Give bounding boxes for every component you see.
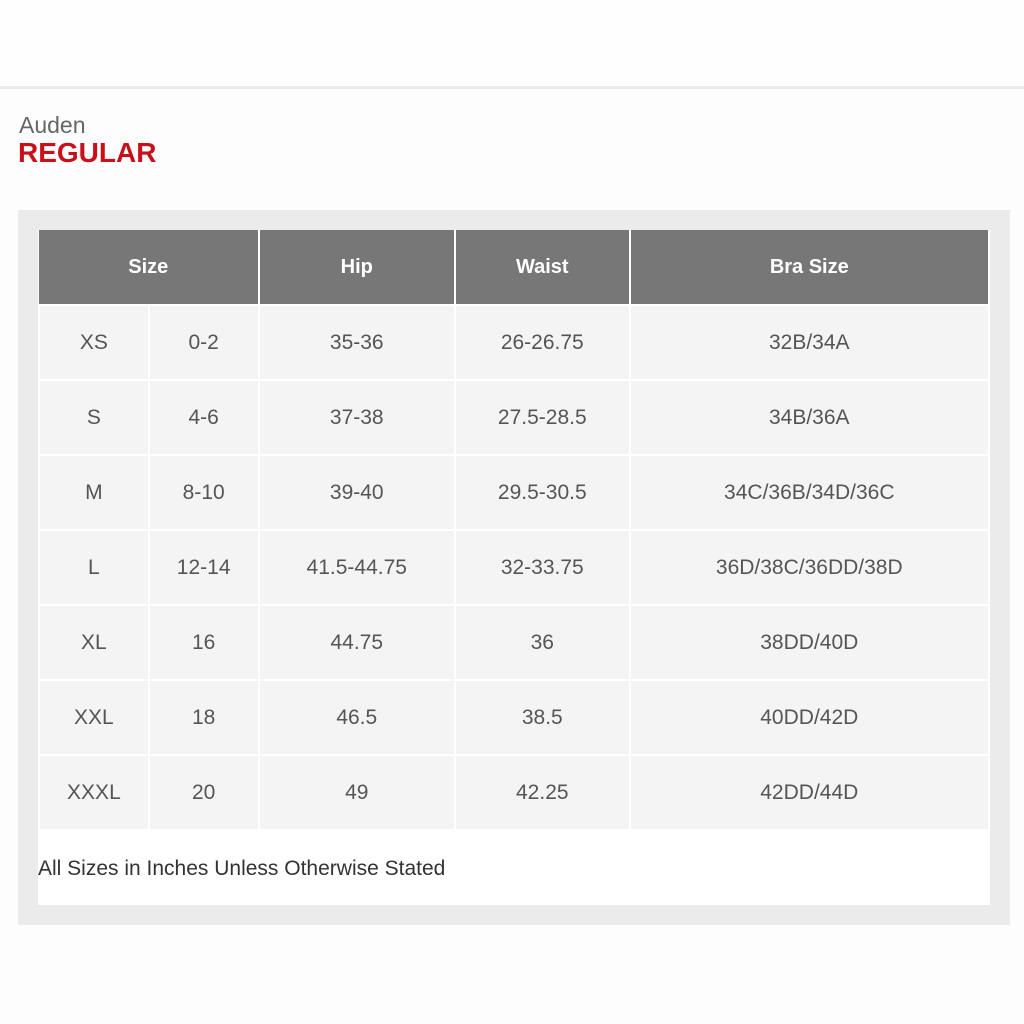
- cell-bra-size: 42DD/44D: [628, 754, 991, 831]
- cell-hip: 37-38: [257, 379, 457, 456]
- cell-hip: 49: [257, 754, 457, 831]
- cell-size-label: S: [38, 379, 150, 456]
- cell-size-number: 4-6: [147, 379, 260, 456]
- cell-waist: 26-26.75: [454, 304, 631, 381]
- table-row: M 8-10 39-40 29.5-30.5 34C/36B/34D/36C: [38, 454, 991, 531]
- header-hip: Hip: [258, 230, 457, 306]
- cell-size-label: XL: [38, 604, 150, 681]
- cell-hip: 44.75: [257, 604, 457, 681]
- cell-size-label: XS: [38, 304, 150, 381]
- cell-hip: 41.5-44.75: [257, 529, 457, 606]
- fit-name: REGULAR: [18, 137, 157, 168]
- size-table: Size Hip Waist Bra Size XS 0-2 35-36 26-26.…: [38, 230, 991, 831]
- cell-size-number: 16: [147, 604, 260, 681]
- table-row: XXXL 20 49 42.25 42DD/44D: [38, 754, 991, 831]
- brand-name: Auden: [19, 112, 86, 138]
- table-row: XS 0-2 35-36 26-26.75 32B/34A: [38, 304, 991, 381]
- cell-waist: 36: [454, 604, 631, 681]
- cell-waist: 38.5: [454, 679, 631, 756]
- size-chart: Size Hip Waist Bra Size XS 0-2 35-36 26-26.…: [38, 230, 991, 905]
- cell-bra-size: 34C/36B/34D/36C: [628, 454, 991, 531]
- header-row: Size Hip Waist Bra Size: [39, 230, 991, 306]
- cell-bra-size: 34B/36A: [628, 379, 991, 456]
- header-size: Size: [39, 230, 260, 306]
- cell-size-number: 20: [147, 754, 260, 831]
- cell-size-number: 8-10: [147, 454, 260, 531]
- table-row: L 12-14 41.5-44.75 32-33.75 36D/38C/36DD/38D: [38, 529, 991, 606]
- cell-hip: 35-36: [257, 304, 457, 381]
- cell-waist: 27.5-28.5: [454, 379, 631, 456]
- cell-size-number: 12-14: [147, 529, 260, 606]
- size-chart-panel: Size Hip Waist Bra Size XS 0-2 35-36 26-26.…: [18, 210, 1010, 925]
- cell-size-label: XXXL: [38, 754, 150, 831]
- cell-size-label: XXL: [38, 679, 150, 756]
- top-bar: [0, 0, 1024, 89]
- header-bra-size: Bra Size: [629, 230, 991, 306]
- table-row: XXL 18 46.5 38.5 40DD/42D: [38, 679, 991, 756]
- table-row: S 4-6 37-38 27.5-28.5 34B/36A: [38, 379, 991, 456]
- cell-bra-size: 38DD/40D: [628, 604, 991, 681]
- cell-size-number: 0-2: [147, 304, 260, 381]
- cell-hip: 46.5: [257, 679, 457, 756]
- cell-waist: 32-33.75: [454, 529, 631, 606]
- cell-size-label: M: [38, 454, 150, 531]
- cell-bra-size: 32B/34A: [628, 304, 991, 381]
- table-row: XL 16 44.75 36 38DD/40D: [38, 604, 991, 681]
- cell-bra-size: 40DD/42D: [628, 679, 991, 756]
- cell-waist: 29.5-30.5: [454, 454, 631, 531]
- cell-hip: 39-40: [257, 454, 457, 531]
- cell-size-label: L: [38, 529, 150, 606]
- cell-size-number: 18: [147, 679, 260, 756]
- header-waist: Waist: [455, 230, 631, 306]
- cell-waist: 42.25: [454, 754, 631, 831]
- cell-bra-size: 36D/38C/36DD/38D: [628, 529, 991, 606]
- units-note: All Sizes in Inches Unless Otherwise Sta…: [38, 857, 446, 880]
